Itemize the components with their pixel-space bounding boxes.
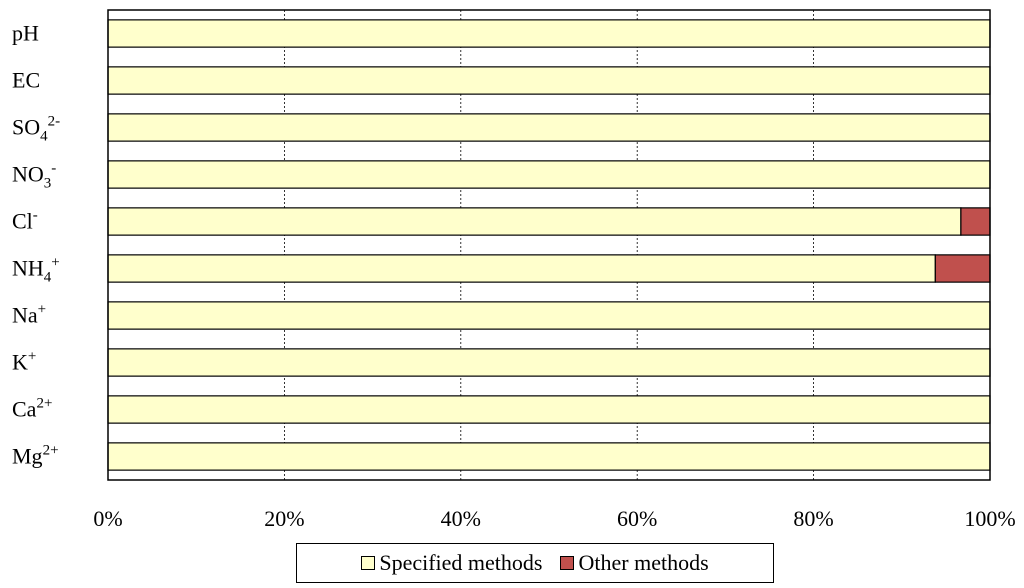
category-label: Mg2+ — [12, 443, 59, 469]
bar-specified-1 — [107, 66, 991, 95]
legend-label-specified: Specified methods — [379, 550, 543, 575]
x-tick-label: 20% — [264, 506, 304, 531]
x-tick-labels: 0% 20% 40% 60% 80% 100% — [93, 506, 1015, 531]
bar-specified-7 — [107, 348, 991, 377]
bar-specified-9 — [107, 442, 991, 471]
category-label: K+ — [12, 349, 36, 375]
category-labels: pH EC SO42- NO3- Cl- NH4+ Na+ K+ Ca2+ Mg2+ — [12, 21, 60, 469]
x-tick-label: 60% — [617, 506, 657, 531]
bar-specified-3 — [107, 160, 991, 189]
category-label: Cl- — [12, 208, 38, 234]
bar-specified-8 — [107, 395, 991, 424]
category-label: NH4+ — [12, 255, 60, 286]
bar-specified-2 — [107, 113, 991, 142]
category-label: Ca2+ — [12, 396, 52, 422]
legend-swatch-specified — [361, 556, 376, 570]
legend-label-other: Other methods — [578, 550, 709, 575]
bar-other-4 — [960, 207, 991, 236]
bar-specified-4 — [107, 207, 962, 236]
bar-specified-6 — [107, 301, 991, 330]
stacked-bar-chart: pH EC SO42- NO3- Cl- NH4+ Na+ K+ Ca2+ Mg2+ 0% 20% 4… — [12, 9, 1016, 531]
x-tick-label: 40% — [441, 506, 481, 531]
bar-other-5 — [934, 254, 991, 283]
category-label: EC — [12, 68, 40, 93]
bar-specified-5 — [107, 254, 936, 283]
category-label: Na+ — [12, 302, 46, 328]
legend: Specified methods Other methods — [296, 543, 774, 583]
x-tick-label: 80% — [793, 506, 833, 531]
x-tick-label: 100% — [964, 506, 1015, 531]
plot-frame — [107, 9, 991, 481]
legend-swatch-other — [560, 556, 575, 570]
category-label: SO42- — [12, 114, 60, 145]
legend-item-specified: Specified methods — [361, 550, 542, 576]
legend-item-other: Other methods — [560, 550, 709, 576]
x-tick-label: 0% — [93, 506, 122, 531]
category-label: NO3- — [12, 161, 56, 192]
bar-specified-0 — [107, 19, 991, 48]
category-label: pH — [12, 21, 39, 46]
bars — [107, 19, 991, 471]
